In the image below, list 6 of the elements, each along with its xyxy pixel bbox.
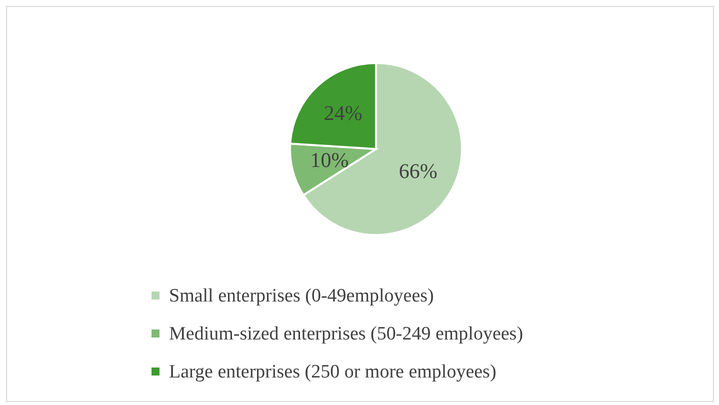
data-label: 10%: [310, 148, 349, 172]
data-label: 66%: [398, 159, 438, 184]
legend-label: Small enterprises (0-49employees): [169, 286, 434, 306]
legend-label: Large enterprises (250 or more employees): [169, 362, 496, 382]
data-label: 24%: [324, 101, 362, 126]
legend-label: Medium-sized enterprises (50-249 employees): [169, 324, 524, 344]
